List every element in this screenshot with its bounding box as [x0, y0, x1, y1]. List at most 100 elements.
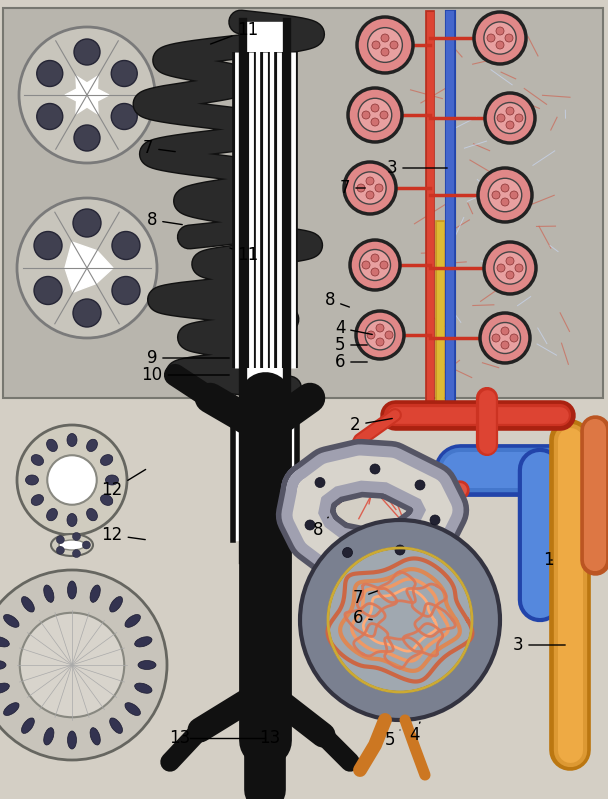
Text: 9: 9: [147, 349, 229, 367]
Circle shape: [356, 311, 404, 359]
Circle shape: [371, 254, 379, 262]
Text: 4: 4: [335, 319, 372, 337]
Text: 1: 1: [543, 551, 553, 569]
Circle shape: [73, 299, 101, 327]
Ellipse shape: [138, 661, 156, 670]
Ellipse shape: [134, 637, 152, 647]
Text: 13: 13: [260, 729, 281, 747]
Circle shape: [494, 102, 525, 133]
Text: 8: 8: [325, 291, 350, 309]
Text: 4: 4: [410, 722, 420, 744]
Text: 5: 5: [385, 730, 400, 749]
Ellipse shape: [100, 455, 113, 465]
Circle shape: [371, 118, 379, 126]
Circle shape: [505, 34, 513, 42]
Circle shape: [381, 48, 389, 56]
Ellipse shape: [31, 495, 44, 506]
Circle shape: [501, 327, 509, 335]
Circle shape: [72, 532, 80, 540]
Ellipse shape: [44, 728, 54, 745]
Text: 5: 5: [335, 336, 367, 354]
Ellipse shape: [67, 514, 77, 527]
Circle shape: [362, 111, 370, 119]
Ellipse shape: [90, 585, 100, 602]
Ellipse shape: [109, 718, 122, 733]
Ellipse shape: [90, 728, 100, 745]
Text: 6: 6: [353, 609, 372, 627]
Circle shape: [380, 111, 388, 119]
Circle shape: [515, 114, 523, 122]
Text: 11: 11: [210, 21, 258, 44]
Circle shape: [300, 520, 500, 720]
Circle shape: [36, 61, 63, 86]
Circle shape: [74, 125, 100, 151]
Circle shape: [497, 264, 505, 272]
Circle shape: [390, 41, 398, 49]
Circle shape: [480, 313, 530, 363]
Circle shape: [57, 547, 64, 555]
Ellipse shape: [51, 534, 93, 556]
Text: 13: 13: [170, 729, 191, 747]
Polygon shape: [65, 76, 109, 114]
Text: 7: 7: [143, 139, 175, 157]
Circle shape: [34, 232, 62, 260]
Circle shape: [489, 323, 520, 353]
Circle shape: [496, 27, 504, 35]
Circle shape: [430, 515, 440, 525]
Ellipse shape: [31, 455, 44, 465]
Ellipse shape: [4, 702, 19, 716]
Circle shape: [515, 264, 523, 272]
Circle shape: [371, 268, 379, 276]
Text: 3: 3: [387, 159, 447, 177]
Circle shape: [371, 104, 379, 112]
Ellipse shape: [106, 475, 119, 485]
Circle shape: [501, 198, 509, 206]
Circle shape: [497, 114, 505, 122]
Circle shape: [72, 550, 80, 558]
Ellipse shape: [44, 585, 54, 602]
Circle shape: [385, 331, 393, 339]
Circle shape: [510, 191, 518, 199]
Ellipse shape: [0, 683, 9, 694]
Circle shape: [348, 88, 402, 142]
Circle shape: [315, 478, 325, 487]
Circle shape: [494, 252, 526, 284]
Ellipse shape: [109, 597, 122, 612]
Circle shape: [112, 276, 140, 304]
Text: 3: 3: [513, 636, 565, 654]
Text: 6: 6: [335, 353, 367, 371]
Circle shape: [375, 184, 383, 192]
Ellipse shape: [47, 508, 57, 521]
Circle shape: [506, 107, 514, 115]
Circle shape: [485, 93, 535, 143]
Ellipse shape: [47, 439, 57, 451]
Circle shape: [350, 240, 400, 290]
Circle shape: [74, 39, 100, 65]
Circle shape: [342, 547, 353, 558]
Ellipse shape: [134, 683, 152, 694]
Circle shape: [57, 535, 64, 543]
Circle shape: [357, 17, 413, 73]
Circle shape: [358, 98, 392, 132]
Circle shape: [354, 172, 386, 204]
Circle shape: [19, 613, 124, 718]
Circle shape: [370, 464, 380, 474]
Circle shape: [492, 334, 500, 342]
Circle shape: [510, 334, 518, 342]
Circle shape: [395, 545, 405, 555]
Circle shape: [506, 257, 514, 265]
Ellipse shape: [125, 614, 140, 627]
Circle shape: [359, 249, 390, 280]
Circle shape: [305, 520, 315, 530]
Circle shape: [111, 104, 137, 129]
Polygon shape: [65, 242, 113, 292]
Text: 7: 7: [340, 179, 365, 197]
Ellipse shape: [100, 495, 113, 506]
Circle shape: [111, 61, 137, 86]
Text: 10: 10: [142, 366, 229, 384]
Ellipse shape: [67, 434, 77, 447]
Circle shape: [484, 242, 536, 294]
Text: 11: 11: [230, 246, 258, 264]
Text: 8: 8: [147, 211, 182, 229]
Circle shape: [506, 271, 514, 279]
